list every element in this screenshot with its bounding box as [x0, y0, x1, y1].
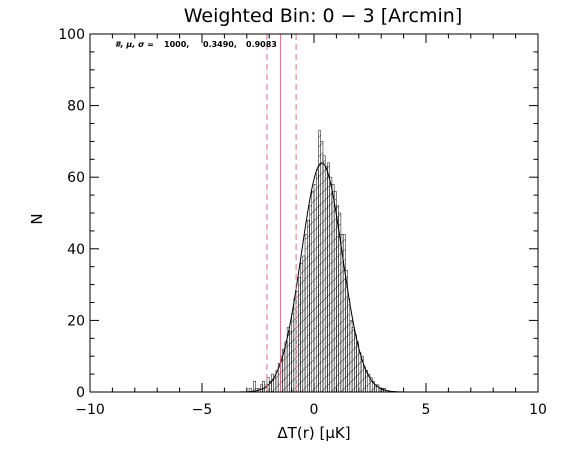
- gaussian-fit-curve: [235, 162, 409, 393]
- histogram-bar: [311, 191, 315, 393]
- histogram-bar: [358, 352, 362, 393]
- y-tick-label: 40: [67, 242, 85, 258]
- histogram-bar: [327, 162, 330, 393]
- histogram-bar: [320, 141, 324, 393]
- histogram-bar: [291, 312, 295, 393]
- x-tick-label: 10: [529, 402, 547, 418]
- histogram-bar: [302, 255, 306, 393]
- stats-annotation-sigma: 0.9083: [246, 40, 277, 49]
- histogram-bar: [333, 191, 337, 393]
- vertical-lines-group: [266, 34, 297, 392]
- histogram-bar: [329, 176, 333, 393]
- histogram-bar: [298, 277, 301, 393]
- histogram-bar: [322, 155, 326, 393]
- histogram-bar: [331, 184, 335, 393]
- histogram-bar: [284, 341, 288, 393]
- y-tick-label: 80: [67, 99, 85, 115]
- chart-title: Weighted Bin: 0 − 3 [Arcmin]: [184, 5, 463, 27]
- y-tick-label: 20: [67, 313, 85, 329]
- histogram-bar: [307, 219, 310, 393]
- y-tick-label: 100: [58, 27, 85, 43]
- histogram-bar: [313, 184, 317, 393]
- histogram-bar: [273, 377, 277, 393]
- histogram-bar: [300, 262, 304, 393]
- stats-annotation-label: #, μ, σ =: [115, 40, 154, 49]
- histogram-bar: [304, 234, 308, 393]
- histogram-bar: [271, 373, 274, 393]
- stats-annotation-count: 1000,: [164, 40, 189, 49]
- histogram-bar: [351, 327, 355, 393]
- histogram-bar: [289, 330, 292, 393]
- histogram-bar: [347, 298, 351, 393]
- x-tick-label: 5: [422, 402, 431, 418]
- histogram-bar: [349, 320, 353, 393]
- gaussian-fit-group: [235, 162, 409, 393]
- histogram-bar: [336, 205, 339, 393]
- histogram-bar: [318, 130, 321, 393]
- x-tick-label: −10: [75, 402, 105, 418]
- histogram-bars-group: [248, 130, 386, 393]
- stats-annotation: #, μ, σ = 1000, 0.3490, 0.9083: [115, 40, 277, 49]
- x-tick-label: −5: [192, 402, 213, 418]
- histogram-bar: [356, 341, 360, 393]
- histogram-bar: [363, 366, 366, 393]
- stats-annotation-mean: 0.3490,: [203, 40, 237, 49]
- y-tick-label: 0: [76, 385, 85, 401]
- histogram-bar: [262, 381, 265, 393]
- histogram-bar: [354, 334, 357, 393]
- histogram-bar: [324, 166, 328, 393]
- histogram-bar: [342, 234, 346, 393]
- x-tick-label: 0: [310, 402, 319, 418]
- histogram-bar: [309, 205, 313, 393]
- x-axis-label: ΔT(r) [μK]: [277, 424, 350, 442]
- histogram-bar: [315, 169, 319, 393]
- y-tick-label: 60: [67, 170, 85, 186]
- y-axis-label: N: [28, 213, 46, 224]
